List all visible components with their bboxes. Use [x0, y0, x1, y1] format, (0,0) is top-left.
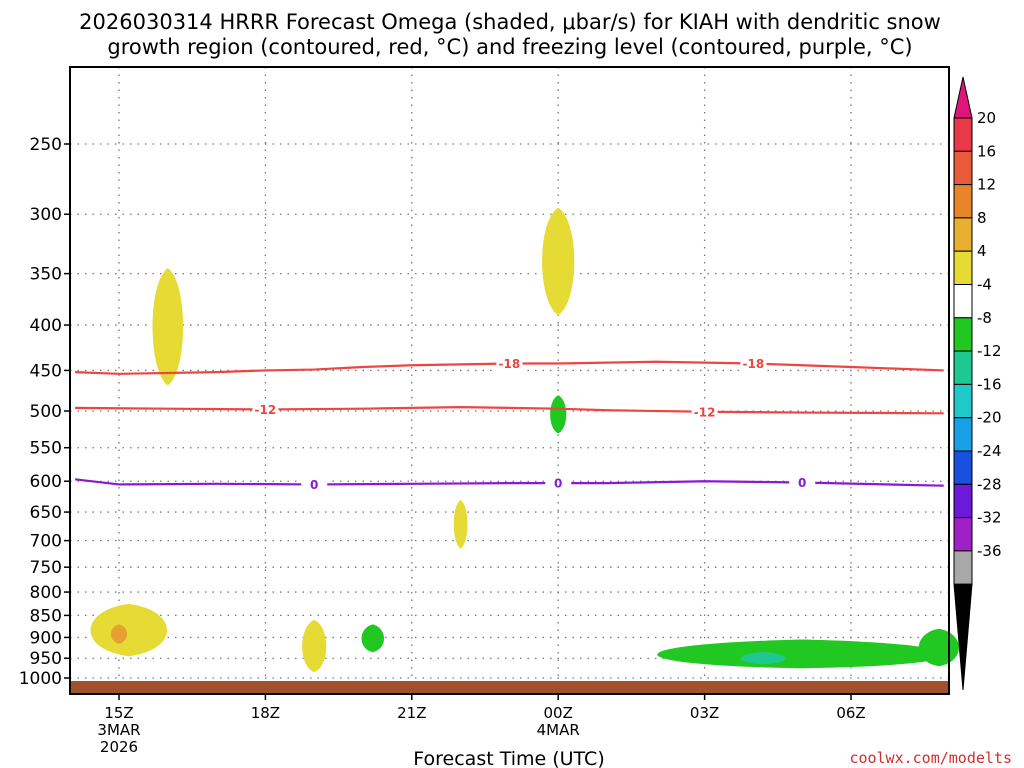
y-tick-label-400: 400 [30, 316, 62, 336]
freezing-level-0-label-bg-2 [789, 474, 816, 491]
omega-up-4-1600z-400mb [152, 268, 184, 386]
y-tick-label-350: 350 [30, 265, 62, 285]
y-tick-label-450: 450 [30, 361, 62, 381]
dgz-minus-12-label-0: -12 [255, 403, 277, 417]
colorbar-band-1 [953, 150, 973, 186]
colorbar-band-8 [953, 383, 973, 419]
x-tick-label-15Z-1: 3MAR [97, 721, 140, 739]
colorbar-label-5: -4 [977, 276, 992, 294]
y-tick-label-550: 550 [30, 439, 62, 459]
omega-down-4-2000z-900mb [361, 624, 385, 653]
colorbar-label-4: 4 [977, 242, 987, 260]
colorbar-band-12 [953, 517, 973, 552]
colorbar-label-9: -20 [977, 409, 1002, 427]
colorbar-label-6: -8 [977, 309, 992, 327]
colorbar-label-0: 20 [977, 109, 996, 127]
y-tick-label-850: 850 [30, 606, 62, 626]
credit-text: coolwx.com/modelts [849, 749, 1012, 767]
freezing-level-0-label-2: 0 [798, 476, 806, 490]
y-tick-label-900: 900 [30, 628, 62, 648]
omega-up-8-1500z-890mb [110, 624, 128, 644]
omega-up-4-2200z-670mb [453, 500, 468, 549]
x-tick-label-18Z-0: 18Z [251, 704, 280, 722]
colorbar-band-9 [953, 417, 973, 452]
colorbar-band-3 [953, 217, 973, 252]
x-tick-label-15Z-2: 2026 [100, 738, 138, 756]
colorbar-label-11: -28 [977, 475, 1002, 493]
y-axis-pressure-ticks: 2503003504004505005506006507007508008509… [19, 135, 70, 689]
colorbar-band-4 [953, 250, 973, 285]
freezing-level-0-label-1: 0 [554, 477, 562, 491]
colorbar-band-7 [953, 350, 973, 385]
y-tick-label-300: 300 [30, 205, 62, 225]
colorbar-label-1: 16 [977, 142, 996, 160]
y-tick-label-600: 600 [30, 472, 62, 492]
colorbar-band-11 [953, 483, 973, 519]
omega-up-4-1500z-880mb [90, 603, 168, 657]
colorbar-label-7: -12 [977, 342, 1002, 360]
x-tick-label-21Z-0: 21Z [397, 704, 426, 722]
x-tick-label-03Z-0: 03Z [690, 704, 719, 722]
colorbar-label-13: -36 [977, 542, 1002, 560]
plot-frame [69, 66, 950, 695]
freezing-level-0-label-bg-1 [545, 475, 572, 492]
y-tick-label-700: 700 [30, 532, 62, 552]
omega-down-8-0400z-950mb [741, 652, 786, 665]
dgz-minus-12-line [75, 406, 944, 415]
y-tick-label-800: 800 [30, 583, 62, 603]
dgz-minus-18-label-1: -18 [743, 357, 765, 371]
y-tick-label-650: 650 [30, 503, 62, 523]
y-tick-label-500: 500 [30, 402, 62, 422]
freezing-level-0-line [74, 478, 944, 487]
ground-below-surface [70, 681, 949, 694]
freezing-level-0-label-0: 0 [310, 478, 318, 492]
dgz-minus-18-label-bg-0 [496, 355, 523, 372]
dgz-minus-18-label-bg-1 [740, 355, 767, 372]
dgz-minus-18-label-0: -18 [499, 357, 521, 371]
colorbar-band-13 [953, 550, 973, 585]
dgz-minus-12-label-bg-1 [691, 403, 718, 420]
colorbar-band-5 [953, 284, 973, 319]
colorbar-label-10: -24 [977, 442, 1002, 460]
y-tick-label-250: 250 [30, 135, 62, 155]
colorbar-top-arrow [953, 76, 973, 119]
colorbar-band-0 [953, 117, 973, 152]
chart-title-line2: growth region (contoured, red, °C) and f… [107, 35, 912, 59]
omega-up-4-0000z-340mb [542, 207, 575, 316]
colorbar-label-12: -32 [977, 509, 1002, 527]
colorbar-label-8: -16 [977, 375, 1002, 393]
x-tick-label-00Z-0: 00Z [544, 704, 573, 722]
x-tick-label-15Z-0: 15Z [104, 704, 133, 722]
x-tick-label-00Z-1: 4MAR [537, 721, 580, 739]
x-axis-label: Forecast Time (UTC) [413, 748, 604, 768]
colorbar-band-10 [953, 450, 973, 485]
freezing-level-0-label-bg-0 [301, 476, 328, 493]
omega-colorbar: 20 16 12 8 4 -4 -8 -12 -16 -20 -24 -28 -32 -36 [953, 76, 1002, 691]
chart-title-line1: 2026030314 HRRR Forecast Omega (shaded, … [79, 10, 941, 34]
x-tick-label-06Z-0: 06Z [836, 704, 865, 722]
dgz-minus-12-label-1: -12 [694, 405, 716, 419]
omega-down-4-0000z-510mb [550, 395, 567, 434]
colorbar-bottom-arrow [953, 583, 973, 691]
y-tick-label-750: 750 [30, 558, 62, 578]
dgz-minus-12-label-bg-0 [252, 401, 279, 418]
colorbar-band-6 [953, 317, 973, 352]
plot-background [70, 67, 949, 694]
temperature-contours: -18 -18 -12 -12 0 0 0 [74, 355, 944, 493]
omega-down-4-0500z-950mb [657, 639, 948, 669]
omega-up-4-1900z-920mb [302, 619, 327, 673]
colorbar-band-2 [953, 184, 973, 219]
y-tick-label-950: 950 [30, 649, 62, 669]
colorbar-label-3: 8 [977, 209, 987, 227]
colorbar-label-2: 12 [977, 176, 996, 194]
y-tick-label-1000: 1000 [19, 669, 62, 689]
